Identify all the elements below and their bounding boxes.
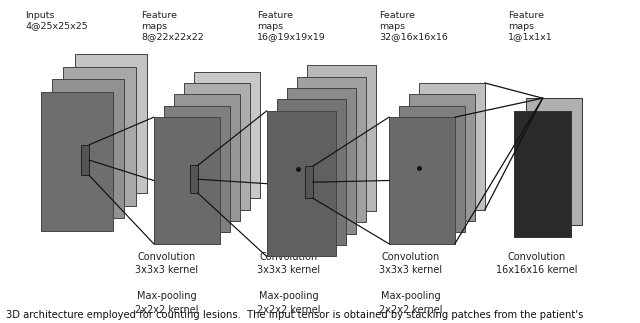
Bar [63, 67, 136, 206]
Text: Feature
maps
8@22x22x22: Feature maps 8@22x22x22 [141, 11, 204, 41]
Text: Inputs
4@25x25x25: Inputs 4@25x25x25 [25, 11, 88, 31]
Bar [184, 83, 250, 210]
Text: 3D architecture employed for counting lesions.  The input tensor is obtained by : 3D architecture employed for counting le… [6, 310, 584, 320]
Text: Convolution
3x3x3 kernel

Max-pooling
2x2x2 kernel: Convolution 3x3x3 kernel Max-pooling 2x2… [134, 252, 198, 315]
Bar [287, 88, 356, 234]
Bar [276, 99, 346, 245]
Bar [297, 77, 366, 222]
Bar [525, 98, 582, 225]
Bar [81, 145, 89, 175]
Text: Feature
maps
16@19x19x19: Feature maps 16@19x19x19 [257, 11, 326, 41]
Bar [174, 94, 240, 221]
Text: Convolution
3x3x3 kernel

Max-pooling
2x2x2 kernel: Convolution 3x3x3 kernel Max-pooling 2x2… [379, 252, 443, 315]
Bar [409, 94, 475, 221]
Bar [52, 79, 124, 218]
Bar [267, 111, 336, 256]
Bar [307, 65, 376, 211]
Bar [389, 117, 455, 244]
Bar [399, 106, 465, 233]
Bar [41, 92, 113, 231]
Bar [190, 165, 198, 193]
Bar [154, 117, 220, 244]
Text: Feature
maps
32@16x16x16: Feature maps 32@16x16x16 [380, 11, 449, 41]
Text: Convolution
16x16x16 kernel: Convolution 16x16x16 kernel [495, 252, 577, 275]
Bar [305, 166, 313, 198]
Bar [194, 72, 260, 198]
Bar [164, 106, 230, 233]
Bar [419, 83, 485, 210]
Bar [75, 54, 147, 193]
Text: Feature
maps
1@1x1x1: Feature maps 1@1x1x1 [508, 11, 553, 41]
Bar [515, 111, 571, 237]
Text: Convolution
3x3x3 kernel

Max-pooling
2x2x2 kernel: Convolution 3x3x3 kernel Max-pooling 2x2… [257, 252, 321, 315]
